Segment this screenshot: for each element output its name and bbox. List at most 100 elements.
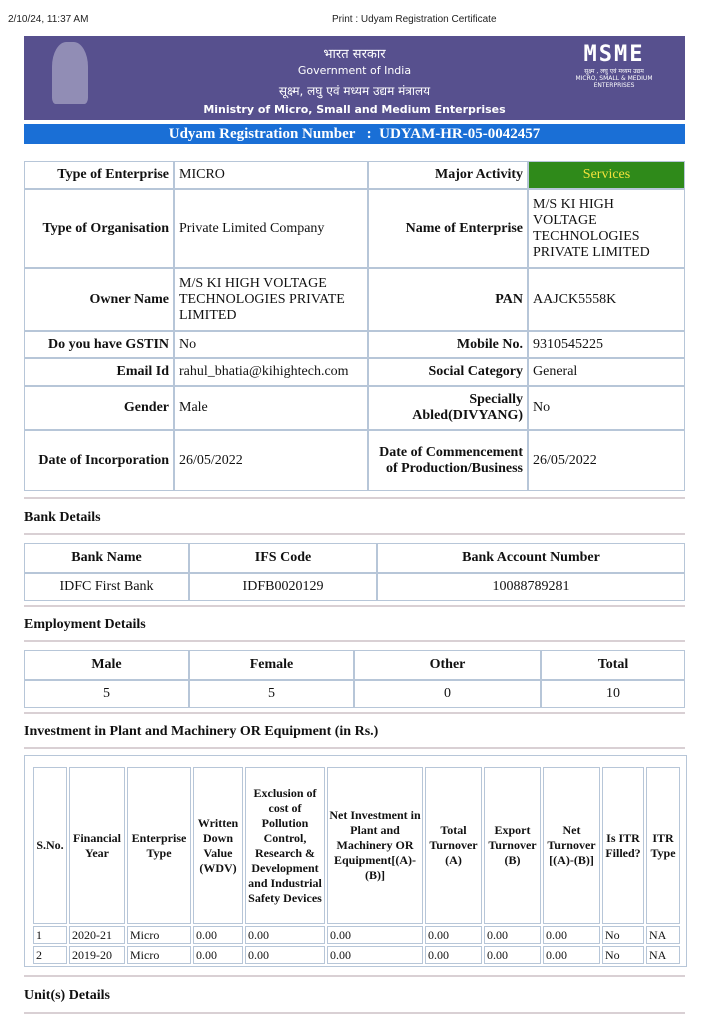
field-label: PAN <box>368 268 528 331</box>
field-value: AAJCK5558K <box>528 268 685 331</box>
cell: Micro <box>127 926 191 944</box>
table-row: 1 2020-21 Micro 0.00 0.00 0.00 0.00 0.00 0.00 No N… <box>33 926 680 944</box>
col-header: IFS Code <box>189 543 377 573</box>
field-value: 26/05/2022 <box>528 430 685 491</box>
cell: 0.00 <box>327 946 423 964</box>
field-label: Do you have GSTIN <box>24 331 174 358</box>
detail-row: Gender Male Specially Abled(DIVYANG) No <box>24 386 685 430</box>
divider <box>24 975 685 977</box>
cell: 0.00 <box>425 946 482 964</box>
field-value: No <box>174 331 368 358</box>
detail-row: Email Id rahul_bhatia@kihightech.com Socia… <box>24 358 685 386</box>
field-label: Name of Enterprise <box>368 189 528 268</box>
col-header: Exclusion of cost of Pollution Control, … <box>245 767 325 924</box>
col-header: Bank Name <box>24 543 189 573</box>
detail-row: Date of Incorporation 26/05/2022 Date of C… <box>24 430 685 491</box>
field-value: MICRO <box>174 161 368 189</box>
col-header: Enterprise Type <box>127 767 191 924</box>
hindi-ministry: सूक्ष्म, लघु एवं मध्यम उद्यम मंत्रालय <box>278 84 431 98</box>
employment-table: Male Female Other Total 5 5 0 10 <box>24 650 685 708</box>
detail-row: Do you have GSTIN No Mobile No. 9310545225 <box>24 331 685 358</box>
msme-logo: MSME सूक्ष्म , लघु एवं मध्यम उद्यम MICRO… <box>559 42 669 89</box>
col-header: Total <box>541 650 685 680</box>
reg-label: Udyam Registration Number <box>168 126 356 142</box>
col-header: Bank Account Number <box>377 543 685 573</box>
field-label: Type of Organisation <box>24 189 174 268</box>
field-value: Male <box>174 386 368 430</box>
field-value: No <box>528 386 685 430</box>
divider <box>24 497 685 499</box>
col-header: S.No. <box>33 767 67 924</box>
units-heading: Unit(s) Details <box>24 988 110 1003</box>
detail-row: Owner Name M/S KI HIGH VOLTAGE TECHNOLOGI… <box>24 268 685 331</box>
male-count: 5 <box>24 680 189 708</box>
field-value: 26/05/2022 <box>174 430 368 491</box>
msme-logo-hindi: सूक्ष्म , लघु एवं मध्यम उद्यम <box>584 68 644 75</box>
cell: Micro <box>127 946 191 964</box>
col-header: Written Down Value (WDV) <box>193 767 243 924</box>
reg-sep: : <box>366 126 372 142</box>
detail-row: Type of Enterprise MICRO Major Activity Ser… <box>24 161 685 189</box>
cell: 0.00 <box>425 926 482 944</box>
cell: 0.00 <box>543 946 600 964</box>
ministry-name: Ministry of Micro, Small and Medium Ente… <box>203 103 506 116</box>
field-label: Major Activity <box>368 161 528 189</box>
account-number: 10088789281 <box>377 573 685 601</box>
cell: 2 <box>33 946 67 964</box>
female-count: 5 <box>189 680 354 708</box>
col-header: Female <box>189 650 354 680</box>
msme-logo-sub: MICRO, SMALL & MEDIUM ENTERPRISES <box>575 75 653 89</box>
cell: NA <box>646 926 680 944</box>
enterprise-details-table: Type of Enterprise MICRO Major Activity Ser… <box>24 161 685 491</box>
field-label: Type of Enterprise <box>24 161 174 189</box>
field-value: M/S KI HIGH VOLTAGE TECHNOLOGIES PRIVATE… <box>174 268 368 331</box>
cell: No <box>602 926 644 944</box>
col-header: Export Turnover (B) <box>484 767 541 924</box>
field-value: rahul_bhatia@kihightech.com <box>174 358 368 386</box>
col-header: Total Turnover (A) <box>425 767 482 924</box>
divider <box>24 640 685 642</box>
hindi-government: भारत सरकार <box>323 47 386 62</box>
col-header: Other <box>354 650 541 680</box>
government-of-india: Government of India <box>297 64 412 77</box>
cell: 0.00 <box>484 926 541 944</box>
cell: NA <box>646 946 680 964</box>
field-label: Gender <box>24 386 174 430</box>
msme-logo-text: MSME <box>583 42 645 67</box>
field-label: Email Id <box>24 358 174 386</box>
print-datetime: 2/10/24, 11:37 AM <box>8 14 89 25</box>
table-row: 2 2019-20 Micro 0.00 0.00 0.00 0.00 0.00 0.00 No N… <box>33 946 680 964</box>
col-header: Net Investment in Plant and Machinery OR… <box>327 767 423 924</box>
cell: 0.00 <box>193 926 243 944</box>
national-emblem-icon <box>52 42 88 104</box>
col-header: Net Turnover [(A)-(B)] <box>543 767 600 924</box>
divider <box>24 747 685 749</box>
divider <box>24 1012 685 1014</box>
reg-number: UDYAM-HR-05-0042457 <box>379 126 541 142</box>
col-header: Financial Year <box>69 767 125 924</box>
col-header: Male <box>24 650 189 680</box>
field-value: Private Limited Company <box>174 189 368 268</box>
print-title: Print : Udyam Registration Certificate <box>332 14 497 25</box>
field-label: Date of Incorporation <box>24 430 174 491</box>
cell: 0.00 <box>327 926 423 944</box>
col-header: Is ITR Filled? <box>602 767 644 924</box>
detail-row: Type of Organisation Private Limited Comp… <box>24 189 685 268</box>
cell: 0.00 <box>543 926 600 944</box>
cell: 2019-20 <box>69 946 125 964</box>
investment-table: S.No. Financial Year Enterprise Type Writte… <box>31 765 682 966</box>
cell: 0.00 <box>193 946 243 964</box>
bank-name: IDFC First Bank <box>24 573 189 601</box>
cell: 2020-21 <box>69 926 125 944</box>
divider <box>24 605 685 607</box>
cell: 1 <box>33 926 67 944</box>
ifs-code: IDFB0020129 <box>189 573 377 601</box>
cell: No <box>602 946 644 964</box>
cell: 0.00 <box>245 946 325 964</box>
total-count: 10 <box>541 680 685 708</box>
field-value: 9310545225 <box>528 331 685 358</box>
field-label: Specially Abled(DIVYANG) <box>368 386 528 430</box>
bank-table: Bank Name IFS Code Bank Account Number IDF… <box>24 543 685 601</box>
cell: 0.00 <box>245 926 325 944</box>
col-header: ITR Type <box>646 767 680 924</box>
